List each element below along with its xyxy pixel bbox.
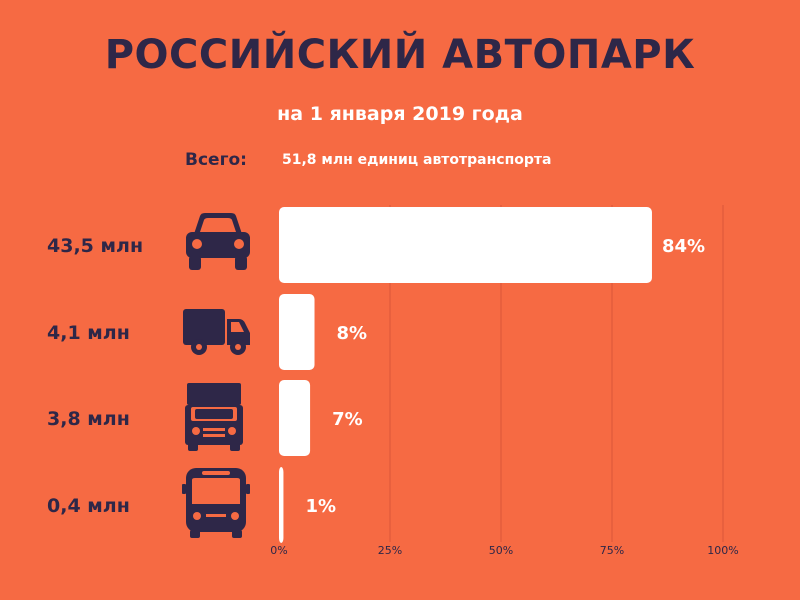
van-icon [183, 309, 250, 355]
total-label: Всего: [185, 150, 247, 170]
category-label: 0,4 млн [47, 495, 130, 517]
icons [182, 213, 250, 538]
category-label: 43,5 млн [47, 235, 143, 257]
x-tick-label: 50% [489, 544, 513, 557]
category-label: 4,1 млн [47, 322, 130, 344]
chart-title: РОССИЙСКИЙ АВТОПАРК [104, 32, 696, 78]
bar [279, 294, 315, 370]
labels: 0% 25% 50% 75% 100% 84% 43,5 млн 8% 4,1 млн 7% 3,8… [47, 235, 739, 557]
x-tick-label: 100% [707, 544, 738, 557]
x-tick-label: 75% [600, 544, 624, 557]
car-icon [186, 213, 250, 270]
value-label: 1% [305, 496, 336, 517]
x-tick-label: 25% [378, 544, 402, 557]
bars [279, 207, 652, 543]
bar [279, 467, 284, 543]
bar [279, 380, 311, 456]
x-tick-label: 0% [270, 544, 287, 557]
bus-icon [182, 468, 250, 538]
bar [279, 207, 652, 283]
category-label: 3,8 млн [47, 408, 130, 430]
value-label: 84% [662, 236, 705, 257]
truck-icon [185, 383, 243, 451]
chart-subtitle: на 1 января 2019 года [277, 103, 523, 125]
value-label: 7% [332, 409, 363, 430]
total-value: 51,8 млн единиц автотранспорта [282, 152, 552, 168]
value-label: 8% [337, 323, 368, 344]
